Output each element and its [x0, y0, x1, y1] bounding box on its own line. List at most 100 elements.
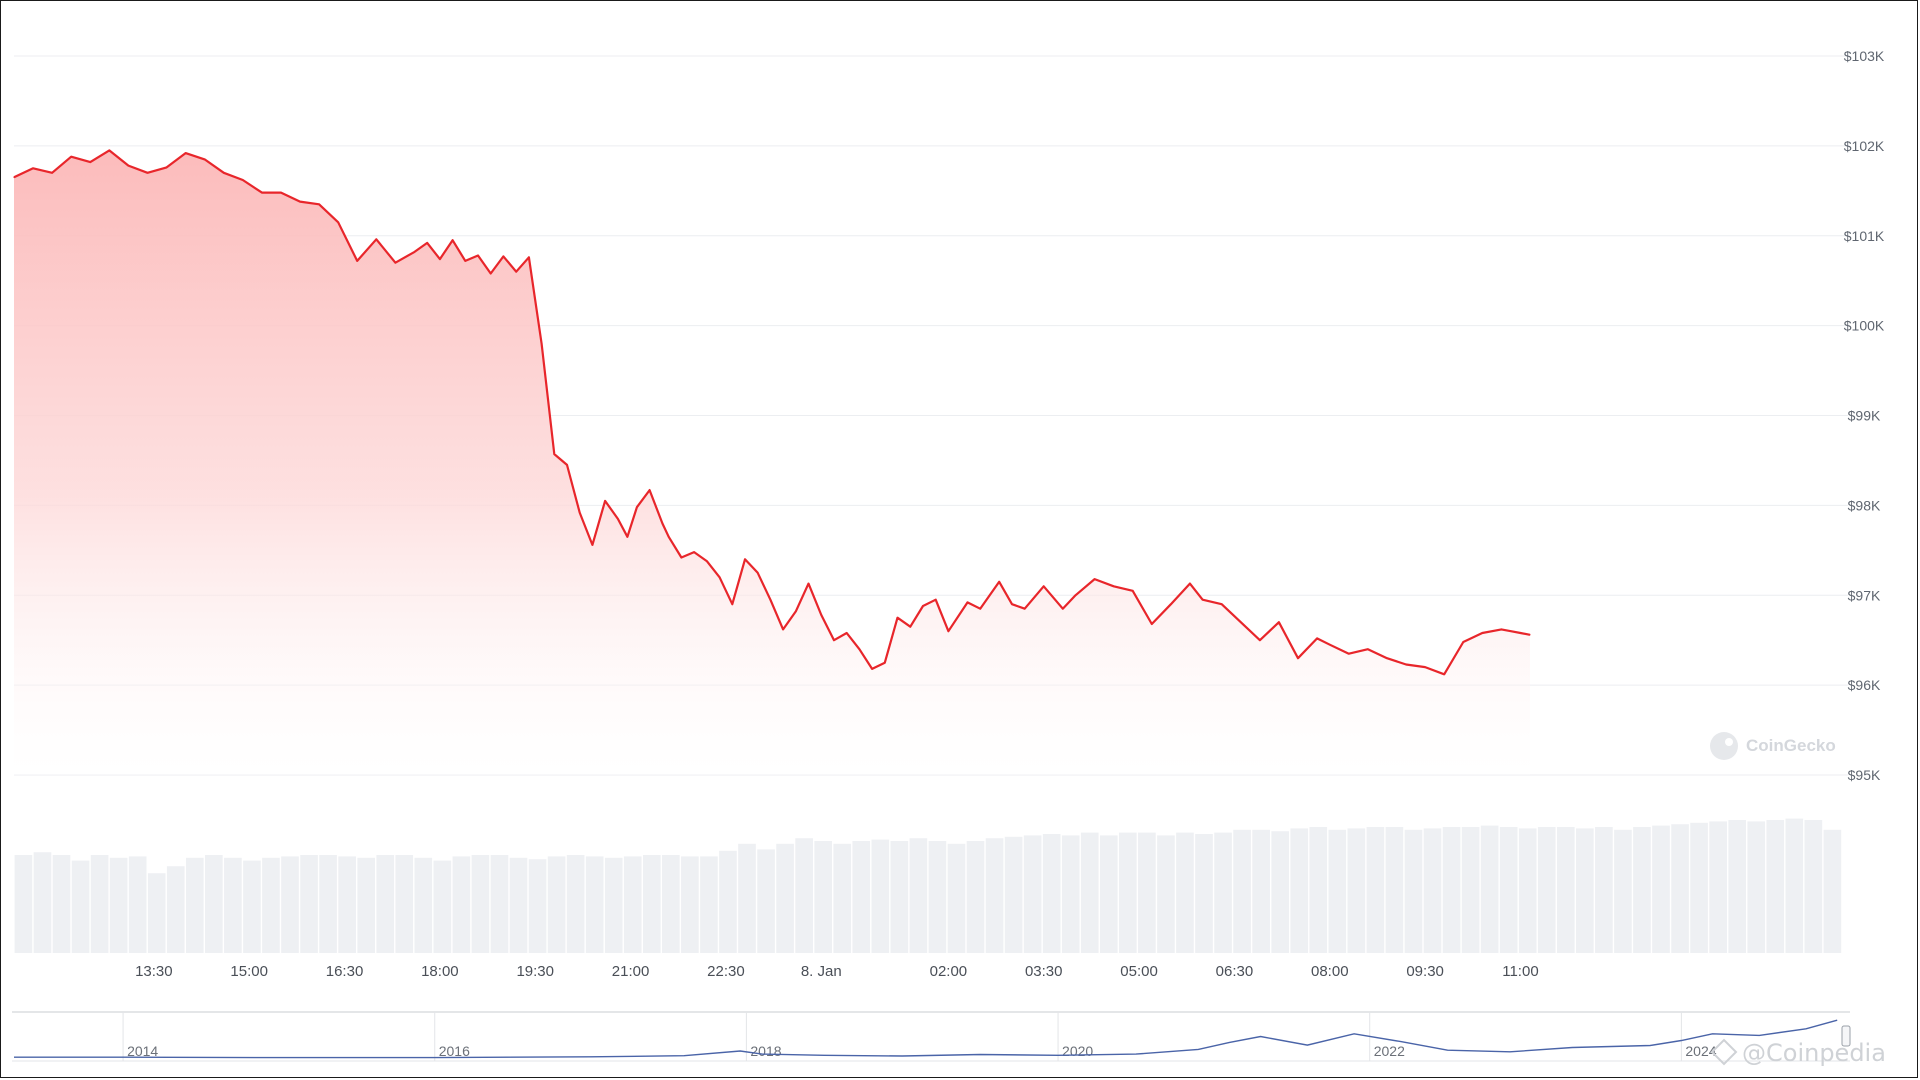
price-point [375, 238, 377, 240]
price-point [185, 152, 187, 154]
volume-bar [90, 855, 109, 953]
price-area-fill [14, 150, 1530, 775]
volume-bar [1747, 821, 1766, 953]
volume-bar [490, 855, 509, 953]
x-tick-label: 22:30 [707, 963, 745, 980]
volume-bar [433, 860, 452, 953]
price-point [1240, 621, 1242, 623]
price-point [719, 576, 721, 578]
price-point [1481, 632, 1483, 634]
price-point [280, 192, 282, 194]
price-point [1519, 632, 1522, 634]
price-point [261, 192, 263, 194]
volume-bar [719, 850, 737, 953]
volume-bar [547, 856, 566, 953]
price-point [846, 632, 848, 634]
volume-bar [1271, 831, 1289, 953]
price-point [744, 558, 746, 560]
price-point [1529, 634, 1531, 636]
volume-bar [985, 838, 1004, 953]
volume-bar [738, 843, 756, 953]
x-tick-label: 15:00 [230, 963, 268, 980]
navigator-tick-label: 2014 [127, 1043, 158, 1059]
price-point [1074, 594, 1077, 596]
coinpedia-watermark-text: @Coinpedia [1742, 1039, 1886, 1067]
volume-bar [1328, 829, 1347, 953]
y-tick-label: $100K [1844, 318, 1885, 334]
x-tick-label: 06:30 [1216, 963, 1254, 980]
price-point [1348, 653, 1350, 655]
price-point [579, 511, 581, 514]
volume-bar [1518, 828, 1537, 953]
volume-bar [1537, 827, 1556, 953]
price-point [223, 172, 225, 174]
volume-bar [1785, 818, 1804, 953]
coingecko-watermark-text: CoinGecko [1746, 736, 1836, 755]
volume-bar [1652, 825, 1670, 953]
price-point [1259, 639, 1261, 641]
x-tick-label: 8. Jan [801, 963, 842, 980]
volume-bar [1119, 832, 1137, 953]
x-tick-label: 13:30 [135, 963, 173, 980]
x-tick-label: 11:00 [1502, 963, 1538, 980]
navigator-handle[interactable] [1841, 1025, 1851, 1047]
price-point [553, 453, 555, 455]
y-tick-label: $103K [1844, 48, 1885, 64]
price-point [452, 239, 454, 241]
x-tick-label: 16:30 [326, 963, 364, 980]
y-tick-label: $97K [1848, 587, 1881, 603]
price-point [833, 639, 835, 641]
price-point [706, 560, 708, 562]
price-point [617, 518, 619, 520]
navigator-tick-label: 2022 [1374, 1043, 1405, 1059]
volume-bar [852, 841, 871, 953]
price-point [731, 603, 733, 605]
x-tick-label: 19:30 [516, 963, 554, 980]
volume-bar [1461, 827, 1480, 953]
volume-bar [642, 855, 661, 953]
coinpedia-logo-icon [1710, 1038, 1738, 1066]
navigator-tick-label: 2016 [439, 1043, 470, 1059]
volume-bar [585, 856, 604, 953]
volume-bars [14, 818, 1842, 953]
volume-bar [281, 856, 299, 953]
volume-bar [109, 857, 128, 953]
price-point [394, 262, 396, 264]
volume-bar [1823, 829, 1842, 953]
volume-bar [966, 841, 985, 953]
volume-bar [928, 841, 947, 953]
price-point [1424, 666, 1426, 668]
volume-bar [1004, 836, 1023, 953]
volume-bar [185, 857, 204, 953]
price-point [1329, 644, 1331, 646]
price-point [13, 176, 15, 178]
navigator-line [14, 1019, 1838, 1059]
volume-bar [338, 856, 356, 953]
volume-bar [1061, 835, 1080, 953]
price-point [108, 149, 110, 151]
volume-bar [795, 838, 813, 953]
volume-bar [224, 857, 242, 953]
volume-bar [1556, 827, 1575, 953]
volume-bar [166, 866, 185, 953]
volume-bar [1614, 829, 1632, 953]
price-point [909, 626, 911, 628]
price-point [1113, 585, 1115, 587]
volume-bar [414, 857, 433, 953]
volume-bar [1099, 835, 1118, 953]
price-point [871, 668, 873, 670]
volume-bar [1690, 822, 1708, 953]
volume-bar [319, 855, 337, 953]
volume-bar [452, 856, 471, 953]
price-point [566, 464, 568, 466]
price-point [610, 509, 613, 511]
navigator-tick-label: 2020 [1062, 1043, 1093, 1059]
x-tick-label: 18:00 [421, 963, 459, 980]
price-point [636, 506, 638, 508]
y-tick-label: $95K [1848, 767, 1881, 783]
volume-bar [471, 855, 490, 953]
volume-bar [833, 843, 852, 953]
navigator[interactable]: 2014 2016 2018 2020 2022 2024 [12, 1011, 1851, 1062]
